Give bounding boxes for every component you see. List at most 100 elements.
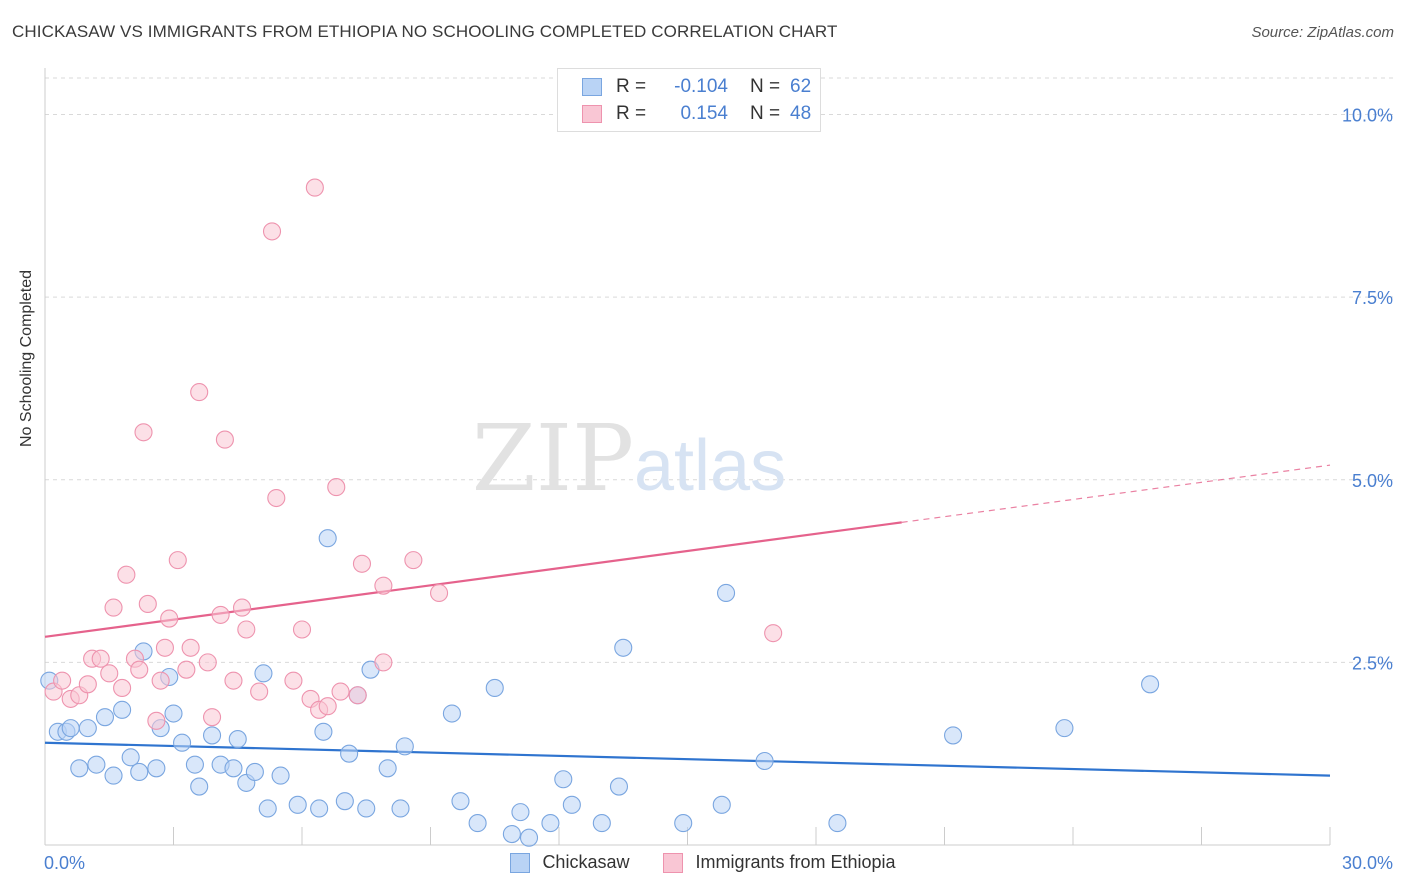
source-label: Source: ZipAtlas.com (1251, 24, 1394, 41)
chickasaw-point (468, 814, 487, 833)
x-tick-label: 30.0% (1342, 853, 1393, 873)
ethiopia-point (168, 551, 187, 570)
series-name-ethiopia: Immigrants from Ethiopia (695, 852, 896, 872)
chickasaw-point (592, 814, 611, 833)
tick-label-layer: 2.5% 5.0% 7.5% 10.0% 0.0% 30.0% (44, 106, 1393, 873)
ethiopia-point (138, 594, 157, 613)
chickasaw-point (614, 638, 633, 657)
legend-r-value: 0.154 (680, 103, 728, 124)
legend-r-value: -0.104 (674, 76, 728, 97)
chickasaw-point (562, 795, 581, 814)
ethiopia-point (203, 708, 222, 727)
legend-row-chickasaw: R = -0.104 N = 62 (582, 74, 811, 100)
chickasaw-point (121, 748, 140, 767)
chickasaw-point (340, 744, 359, 763)
watermark-zip: ZIP (472, 405, 634, 512)
chickasaw-point (224, 759, 243, 778)
chickasaw-point (712, 795, 731, 814)
legend-swatch-chickasaw (582, 78, 602, 96)
chickasaw-point (130, 762, 149, 782)
ethiopia-point (151, 671, 170, 690)
ethiopia-point (430, 583, 449, 603)
chickasaw-point (318, 529, 337, 548)
chickasaw-point (395, 737, 414, 756)
legend-swatch-ethiopia (582, 105, 602, 123)
chickasaw-point (502, 824, 521, 844)
ethiopia-point (198, 653, 217, 672)
ethiopia-point (147, 711, 166, 730)
ethiopia-point (305, 178, 324, 197)
chickasaw-point (357, 799, 376, 818)
ethiopia-point (292, 620, 312, 639)
chickasaw-point (442, 704, 461, 723)
chickasaw-point (245, 762, 264, 782)
chart-title: CHICKASAW VS IMMIGRANTS FROM ETHIOPIA NO… (12, 22, 838, 41)
ethiopia-point (155, 638, 174, 657)
ethiopia-point (53, 671, 72, 690)
legend-r-label: R = (616, 76, 647, 97)
watermark: ZIP atlas (472, 405, 786, 512)
chickasaw-point (95, 708, 115, 727)
series-swatch-chickasaw (510, 852, 531, 873)
ethiopia-point (352, 554, 372, 573)
ethiopia-point (318, 697, 337, 716)
chickasaw-point (609, 777, 629, 796)
chickasaw-point (113, 700, 132, 719)
chickasaw-point (70, 759, 89, 778)
ethiopia-point (374, 653, 393, 672)
chickasaw-point (310, 799, 329, 818)
ethiopia-point (250, 682, 269, 701)
ethiopia-point (100, 664, 119, 683)
legend-n-label: N = (750, 76, 781, 97)
chickasaw-point (78, 719, 97, 738)
point-layer (40, 178, 1160, 847)
chickasaw-point (254, 664, 273, 683)
ethiopia-point (117, 565, 136, 584)
x-tick-label: 0.0% (44, 853, 85, 873)
y-tick-label: 10.0% (1342, 106, 1393, 126)
ethiopia-point (130, 660, 149, 679)
chickasaw-point (541, 814, 560, 833)
ethiopia-point (237, 620, 256, 639)
chickasaw-point (755, 751, 774, 771)
chickasaw-point (519, 828, 539, 847)
chickasaw-point (1055, 719, 1074, 738)
ethiopia-point (267, 488, 286, 508)
trend-line-1 (44, 521, 902, 638)
y-axis-label: No Schooling Completed (18, 270, 35, 447)
chickasaw-point (485, 678, 504, 697)
ethiopia-point (211, 605, 230, 624)
chickasaw-point (451, 792, 470, 811)
ethiopia-point (134, 423, 153, 442)
watermark-atlas: atlas (634, 426, 786, 506)
ethiopia-point (348, 686, 367, 705)
trend-line-0 (44, 741, 1331, 777)
series-swatch-ethiopia (663, 852, 684, 873)
y-tick-label: 7.5% (1352, 288, 1393, 308)
ethiopia-point (177, 660, 196, 679)
chickasaw-point (716, 583, 736, 603)
chickasaw-point (173, 733, 192, 752)
grid-layer (45, 77, 1395, 663)
trend-line-extension-1 (901, 464, 1331, 523)
chickasaw-point (335, 792, 354, 811)
chickasaw-point (228, 730, 247, 749)
chickasaw-point (87, 755, 106, 774)
chickasaw-point (674, 814, 693, 833)
chickasaw-point (828, 814, 847, 833)
chickasaw-point (271, 766, 290, 785)
chickasaw-point (61, 719, 80, 738)
chickasaw-point (203, 726, 222, 745)
chickasaw-point (190, 777, 209, 796)
ethiopia-point (284, 671, 303, 690)
stats-legend: R = -0.104 N = 62 R = 0.154 N = 48 (557, 68, 821, 132)
ethiopia-point (374, 576, 393, 595)
series-name-chickasaw: Chickasaw (542, 852, 630, 872)
chickasaw-point (258, 799, 277, 818)
legend-n-value: 48 (790, 103, 812, 124)
ethiopia-point (113, 678, 132, 697)
trend-layer (44, 464, 1331, 777)
chickasaw-point (378, 759, 397, 778)
ethiopia-point (404, 551, 423, 570)
